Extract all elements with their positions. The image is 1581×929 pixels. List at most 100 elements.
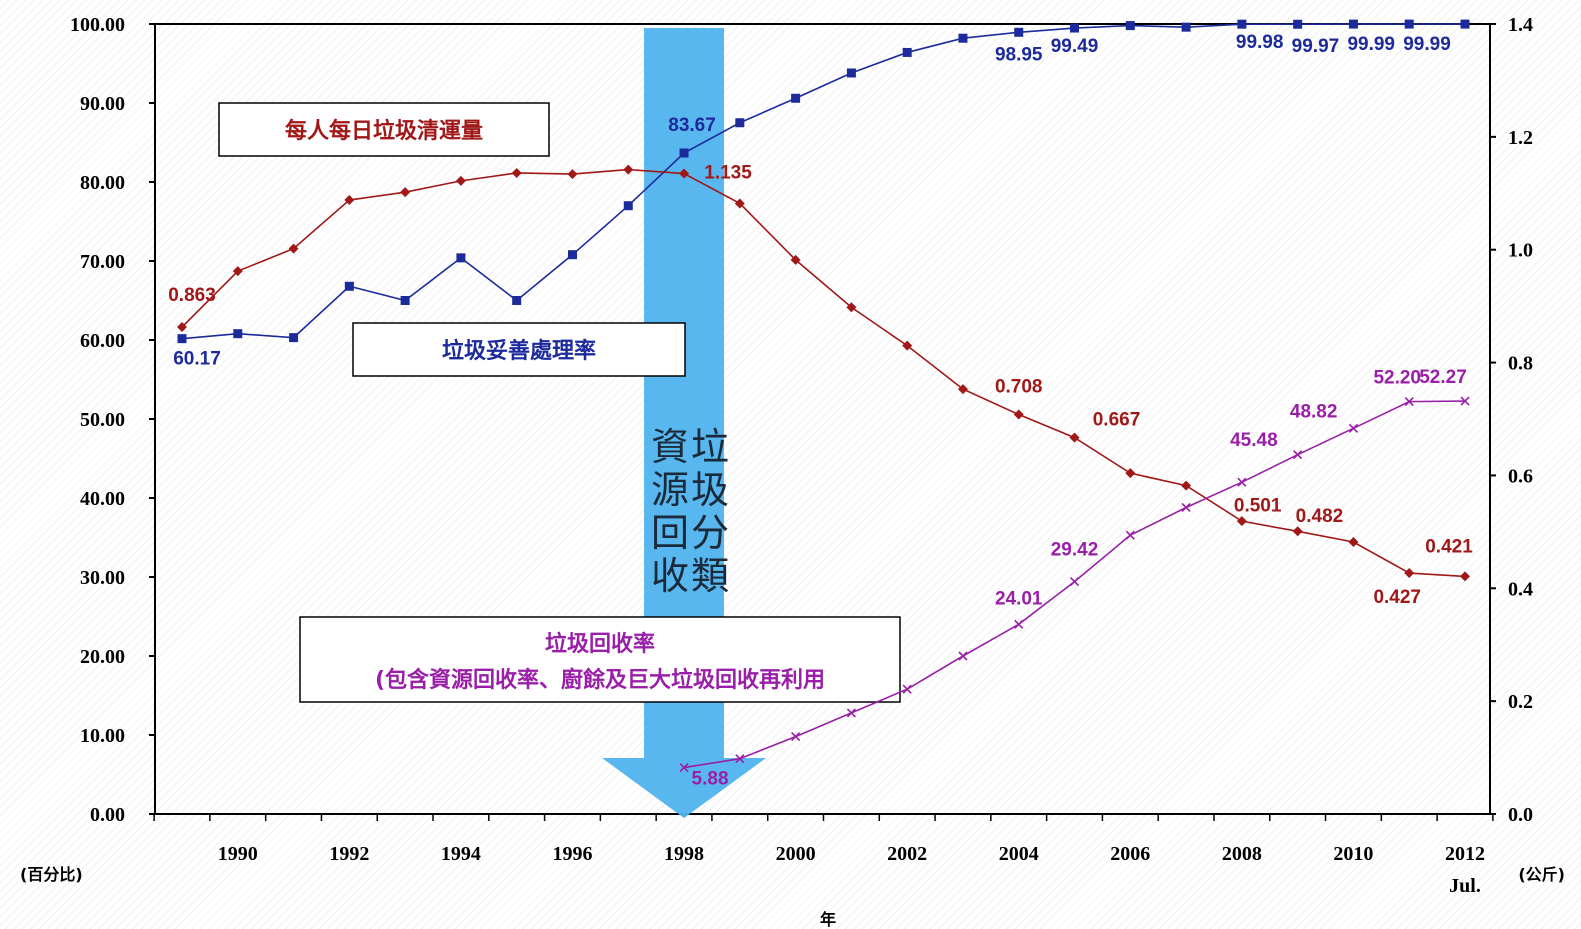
- data-label: 52.20: [1373, 368, 1421, 389]
- data-label: 45.48: [1230, 430, 1278, 451]
- arrow-shape: [602, 28, 767, 818]
- y-left-tick-label: 50.00: [80, 409, 125, 431]
- x-tick-label: 2012: [1445, 843, 1485, 865]
- data-point-x: [1125, 530, 1135, 540]
- data-label: 5.88: [692, 769, 729, 790]
- data-point-x: [791, 732, 801, 742]
- data-point-square: [846, 68, 856, 78]
- y-right-tick-label: 0.0: [1508, 804, 1533, 826]
- data-point-diamond: [344, 195, 355, 206]
- x-tick-label: 1990: [218, 843, 258, 865]
- data-label: 29.42: [1051, 540, 1099, 561]
- data-point-diamond: [1069, 432, 1080, 443]
- data-label: 99.98: [1236, 32, 1284, 53]
- data-point-diamond: [790, 254, 801, 265]
- data-point-diamond: [400, 187, 411, 198]
- data-point-x: [846, 708, 856, 718]
- y-right-unit-label: (公斤): [1518, 865, 1565, 884]
- data-point-square: [1293, 19, 1303, 29]
- data-point-diamond: [1125, 468, 1136, 479]
- y-right-tick-label: 0.8: [1508, 353, 1533, 375]
- data-point-x: [1181, 502, 1191, 513]
- y-left-tick-label: 40.00: [80, 488, 125, 510]
- x-tick-label: 1996: [552, 843, 592, 865]
- data-point-square: [1237, 19, 1247, 29]
- y-left-unit-label: (百分比): [20, 865, 83, 884]
- arrow-text-char: 回: [651, 511, 689, 555]
- data-point-diamond: [567, 169, 578, 180]
- data-point-diamond: [1236, 516, 1247, 527]
- x-tick-label: 2006: [1110, 843, 1150, 865]
- data-label: 48.82: [1290, 402, 1338, 423]
- x-tick-label: 1994: [441, 843, 481, 865]
- x-tick-label: 2008: [1222, 843, 1262, 865]
- y-right-tick-label: 1.0: [1508, 240, 1533, 262]
- y-left-tick-label: 80.00: [80, 172, 125, 194]
- data-point-diamond: [1013, 409, 1024, 420]
- y-left-tick-label: 100.00: [70, 14, 125, 36]
- data-point-x: [1237, 477, 1247, 487]
- data-point-diamond: [623, 164, 634, 175]
- data-point-diamond: [1348, 537, 1359, 548]
- arrow-text-char: 類: [691, 554, 729, 598]
- data-point-square: [233, 329, 243, 339]
- data-point-square: [512, 296, 522, 305]
- data-point-diamond: [288, 243, 299, 254]
- data-point-square: [1348, 19, 1358, 29]
- legend-label-recycle-rate-detail: (包含資源回收率、廚餘及巨大垃圾回收再利用: [375, 667, 825, 693]
- data-point-x: [1014, 619, 1024, 629]
- y-left-tick-label: 60.00: [80, 330, 125, 352]
- data-point-square: [958, 33, 968, 43]
- x-tick-label: 2000: [776, 843, 816, 865]
- data-label: 0.708: [995, 376, 1043, 397]
- data-label: 0.427: [1373, 587, 1421, 608]
- data-label: 52.27: [1419, 367, 1467, 388]
- data-point-square: [456, 253, 466, 263]
- data-point-diamond: [846, 302, 857, 313]
- data-point-square: [1181, 22, 1191, 32]
- data-point-x: [679, 762, 689, 773]
- legend-label-recycle-rate: 垃圾回收率: [545, 631, 655, 657]
- arrow-text-char: 分: [691, 511, 729, 555]
- data-point-square: [735, 118, 745, 128]
- x-tick-sub-label: Jul.: [1449, 875, 1481, 897]
- y-right-tick-label: 1.4: [1508, 14, 1533, 36]
- data-point-x: [902, 684, 912, 694]
- data-label: 0.667: [1093, 410, 1141, 431]
- y-left-tick-label: 20.00: [80, 646, 125, 668]
- y-left-tick-label: 30.00: [80, 567, 125, 589]
- data-point-square: [400, 296, 410, 305]
- data-label: 0.863: [168, 285, 216, 306]
- data-label: 99.99: [1403, 34, 1451, 55]
- data-point-square: [791, 93, 801, 103]
- data-label: 0.421: [1425, 536, 1473, 557]
- data-point-diamond: [455, 175, 466, 186]
- data-label: 98.95: [995, 44, 1043, 65]
- data-point-square: [679, 148, 689, 158]
- arrow-text-char: 圾: [691, 468, 729, 512]
- data-point-x: [958, 651, 968, 661]
- y-right-tick-label: 0.4: [1508, 578, 1533, 600]
- data-point-diamond: [1460, 571, 1470, 582]
- data-point-diamond: [1181, 480, 1192, 491]
- arrow-text-char: 收: [651, 554, 689, 598]
- legend-box-recycle-rate: [299, 616, 901, 703]
- series-layer: [177, 19, 1470, 773]
- data-point-diamond: [734, 198, 745, 209]
- data-point-x: [1069, 577, 1080, 587]
- data-point-x: [1460, 396, 1470, 406]
- x-tick-label: 2004: [999, 843, 1039, 865]
- data-point-diamond: [232, 266, 243, 277]
- y-left-tick-label: 10.00: [80, 725, 125, 747]
- x-tick-label: 2010: [1333, 843, 1373, 865]
- data-label: 83.67: [668, 115, 716, 136]
- data-point-diamond: [511, 167, 522, 178]
- legend-label-proper-rate: 垃圾妥善處理率: [442, 338, 596, 364]
- data-point-square: [1014, 27, 1024, 37]
- data-point-square: [177, 334, 187, 344]
- data-point-diamond: [679, 168, 690, 179]
- data-label: 60.17: [173, 349, 221, 370]
